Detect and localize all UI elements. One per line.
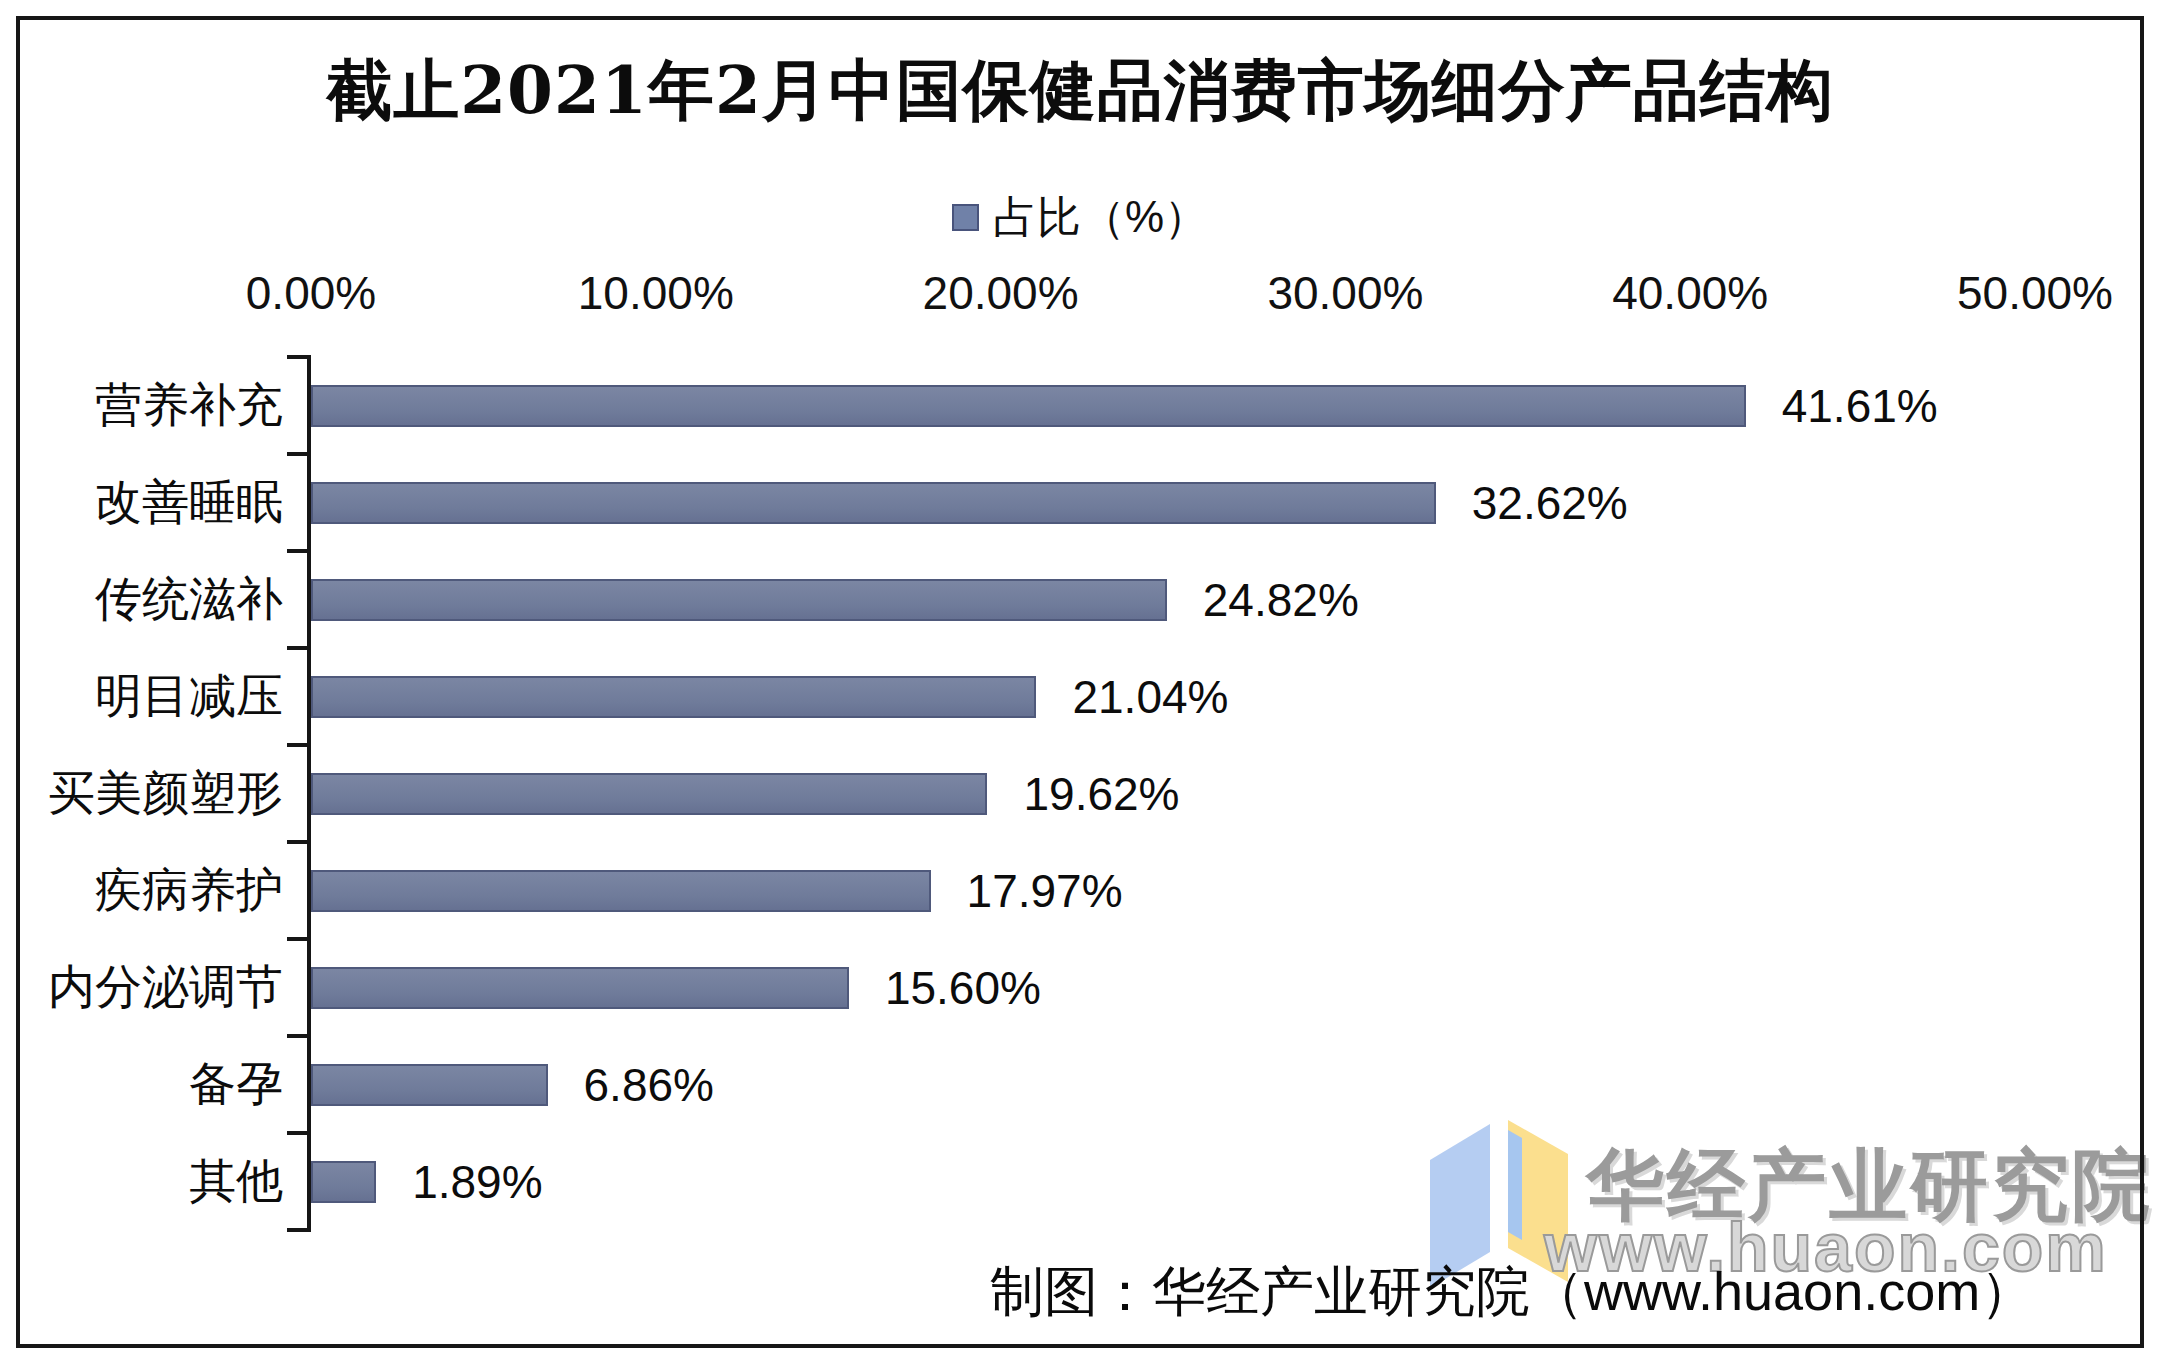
- category-label: 明目减压: [95, 665, 283, 728]
- value-label: 24.82%: [1203, 573, 1359, 627]
- bar: [311, 967, 849, 1009]
- chart-canvas: 截止2021年2月中国保健品消费市场细分产品结构 占比（%） 0.00% 10.0…: [0, 0, 2160, 1364]
- attribution-text: 制图：华经产业研究院（www.huaon.com）: [990, 1256, 2034, 1329]
- y-axis-tick: [287, 937, 311, 941]
- category-label: 传统滋补: [95, 568, 283, 631]
- value-label: 17.97%: [967, 864, 1123, 918]
- bar: [311, 579, 1167, 621]
- category-label: 内分泌调节: [48, 956, 283, 1019]
- y-axis-tick: [287, 840, 311, 844]
- bar: [311, 870, 931, 912]
- x-axis-tick-label: 0.00%: [246, 266, 376, 320]
- x-axis-tick-label: 40.00%: [1612, 266, 1768, 320]
- value-label: 21.04%: [1072, 670, 1228, 724]
- category-label: 备孕: [189, 1053, 283, 1116]
- y-axis-tick: [287, 1034, 311, 1038]
- plot-area: 营养补充41.61%改善睡眠32.62%传统滋补24.82%明目减压21.04%…: [311, 357, 2035, 1230]
- bar-row: 备孕6.86%: [311, 1036, 2035, 1133]
- legend-label: 占比（%）: [993, 188, 1208, 247]
- bar-rows: 营养补充41.61%改善睡眠32.62%传统滋补24.82%明目减压21.04%…: [311, 357, 2035, 1230]
- category-label: 买美颜塑形: [48, 762, 283, 825]
- value-label: 15.60%: [885, 961, 1041, 1015]
- x-axis: 0.00%10.00%20.00%30.00%40.00%50.00%: [311, 266, 2035, 322]
- bar: [311, 773, 987, 815]
- value-label: 6.86%: [584, 1058, 714, 1112]
- legend-swatch-icon: [952, 204, 979, 231]
- bar: [311, 482, 1436, 524]
- bar: [311, 676, 1036, 718]
- x-axis-tick-label: 10.00%: [578, 266, 734, 320]
- bar-row: 内分泌调节15.60%: [311, 939, 2035, 1036]
- chart-title: 截止2021年2月中国保健品消费市场细分产品结构: [0, 46, 2160, 136]
- category-label: 改善睡眠: [95, 471, 283, 534]
- legend: 占比（%）: [0, 188, 2160, 247]
- category-label: 营养补充: [95, 374, 283, 437]
- x-axis-tick-label: 30.00%: [1267, 266, 1423, 320]
- category-label: 其他: [189, 1150, 283, 1213]
- y-axis-tick: [287, 1131, 311, 1135]
- value-label: 32.62%: [1472, 476, 1628, 530]
- value-label: 41.61%: [1782, 379, 1938, 433]
- x-axis-tick-label: 20.00%: [923, 266, 1079, 320]
- bar-row: 明目减压21.04%: [311, 648, 2035, 745]
- y-axis-tick: [287, 452, 311, 456]
- y-axis-tick: [287, 549, 311, 553]
- bar: [311, 1064, 548, 1106]
- category-label: 疾病养护: [95, 859, 283, 922]
- y-axis-tick: [287, 646, 311, 650]
- bar-row: 疾病养护17.97%: [311, 842, 2035, 939]
- bar: [311, 1161, 376, 1203]
- bar-row: 改善睡眠32.62%: [311, 454, 2035, 551]
- y-axis-tick: [287, 743, 311, 747]
- x-axis-tick-label: 50.00%: [1957, 266, 2113, 320]
- y-axis-tick: [287, 1228, 311, 1232]
- y-axis-tick: [287, 355, 311, 359]
- value-label: 19.62%: [1023, 767, 1179, 821]
- bar-row: 传统滋补24.82%: [311, 551, 2035, 648]
- bar: [311, 385, 1746, 427]
- bar-row: 营养补充41.61%: [311, 357, 2035, 454]
- value-label: 1.89%: [412, 1155, 542, 1209]
- bar-row: 买美颜塑形19.62%: [311, 745, 2035, 842]
